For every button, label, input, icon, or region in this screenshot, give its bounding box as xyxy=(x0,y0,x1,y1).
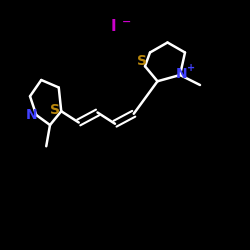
Text: N: N xyxy=(176,67,187,81)
Text: N: N xyxy=(26,108,38,122)
Text: +: + xyxy=(187,63,195,73)
Text: −: − xyxy=(122,17,132,27)
Text: S: S xyxy=(138,54,147,68)
Text: S: S xyxy=(50,103,60,117)
Text: I: I xyxy=(111,19,116,34)
